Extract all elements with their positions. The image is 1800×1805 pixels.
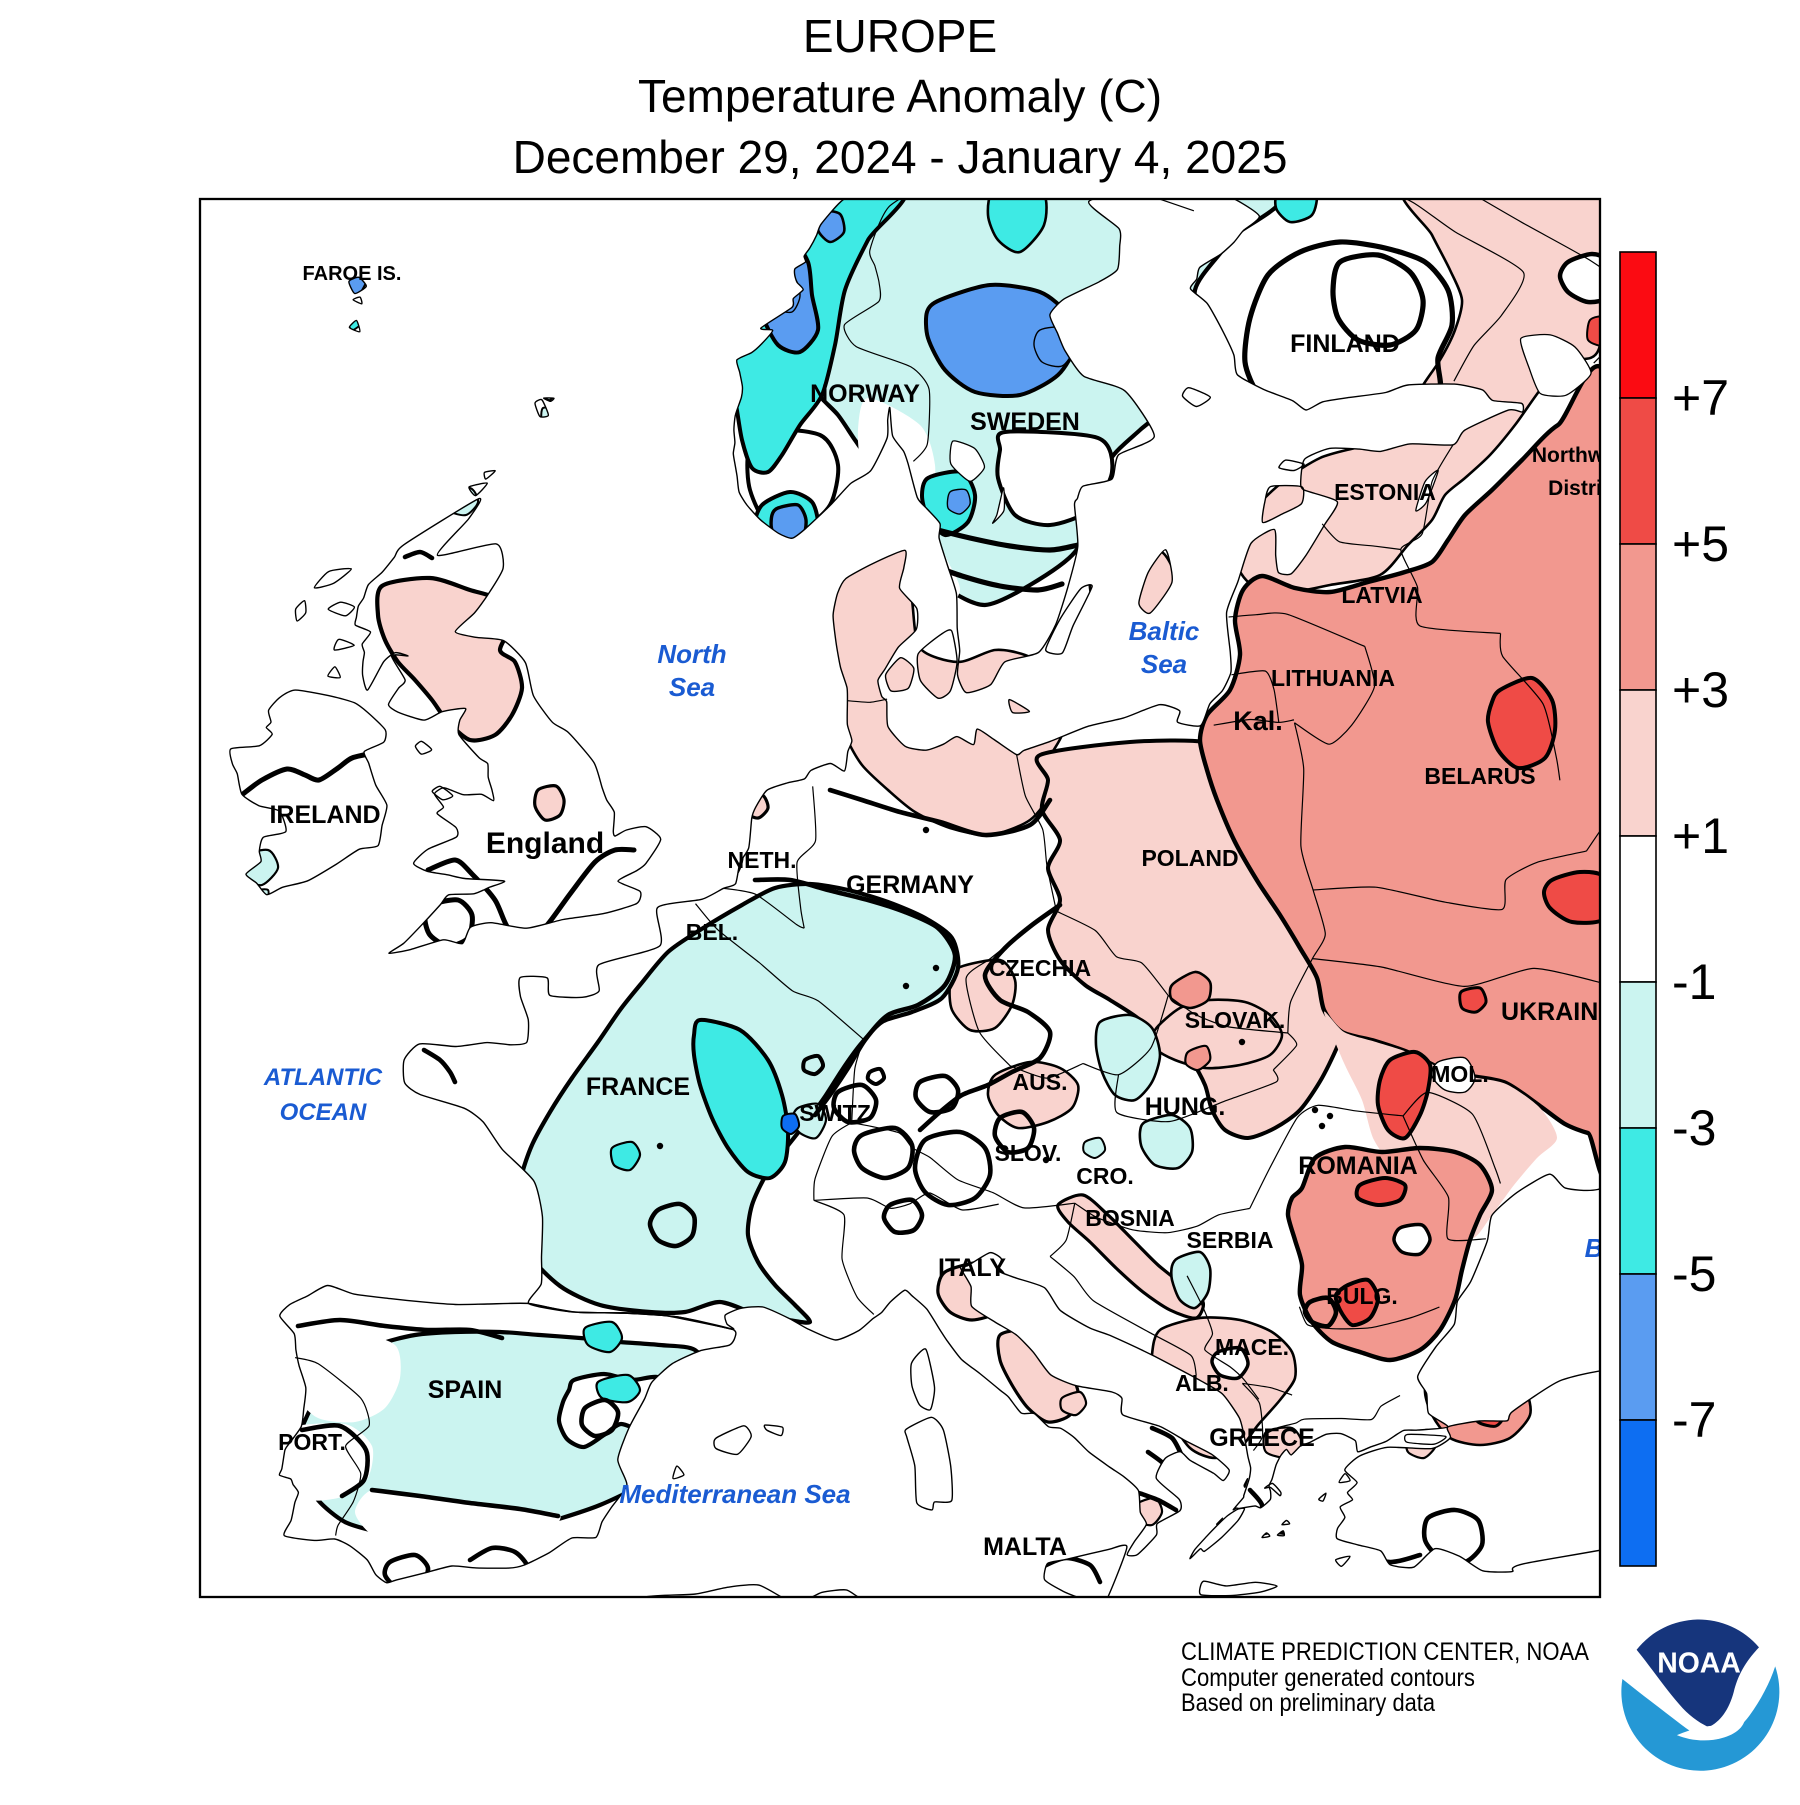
svg-text:SPAIN: SPAIN: [428, 1376, 503, 1404]
svg-text:Temperature Anomaly (C): Temperature Anomaly (C): [638, 70, 1162, 122]
svg-text:Based on preliminary data: Based on preliminary data: [1181, 1689, 1435, 1717]
svg-text:+5: +5: [1672, 516, 1729, 572]
svg-text:GERMANY: GERMANY: [846, 871, 974, 899]
svg-text:Mediterranean Sea: Mediterranean Sea: [619, 1479, 850, 1509]
svg-text:BELARUS: BELARUS: [1424, 763, 1535, 789]
svg-text:+7: +7: [1672, 370, 1729, 426]
svg-text:SWEDEN: SWEDEN: [970, 408, 1080, 436]
svg-text:IRELAND: IRELAND: [269, 801, 380, 829]
svg-text:Computer generated contours: Computer generated contours: [1181, 1664, 1475, 1692]
svg-text:CRO.: CRO.: [1076, 1163, 1134, 1189]
svg-text:Northw: Northw: [1532, 444, 1605, 467]
svg-text:POLAND: POLAND: [1141, 845, 1238, 871]
svg-text:-7: -7: [1672, 1392, 1716, 1448]
svg-text:ROMANIA: ROMANIA: [1298, 1152, 1417, 1180]
svg-text:Kal.: Kal.: [1233, 706, 1283, 736]
svg-text:MACE.: MACE.: [1215, 1334, 1289, 1360]
svg-text:FRANCE: FRANCE: [586, 1073, 690, 1101]
svg-text:ESTONIA: ESTONIA: [1334, 479, 1436, 505]
svg-text:GREECE: GREECE: [1209, 1424, 1315, 1452]
svg-text:ALB.: ALB.: [1175, 1370, 1229, 1396]
svg-text:BOSNIA: BOSNIA: [1085, 1205, 1174, 1231]
svg-text:LITHUANIA: LITHUANIA: [1271, 665, 1395, 691]
svg-text:FAROE IS.: FAROE IS.: [303, 263, 402, 285]
svg-text:LATVIA: LATVIA: [1341, 582, 1422, 608]
svg-text:OCEAN: OCEAN: [280, 1099, 367, 1126]
svg-text:SERBIA: SERBIA: [1187, 1227, 1274, 1253]
svg-text:England: England: [486, 827, 604, 860]
svg-text:CZECHIA: CZECHIA: [989, 955, 1091, 981]
svg-text:+1: +1: [1672, 808, 1729, 864]
svg-text:BEL.: BEL.: [686, 919, 738, 945]
svg-text:-5: -5: [1672, 1246, 1716, 1302]
svg-text:North: North: [657, 639, 726, 669]
svg-text:HUNG.: HUNG.: [1145, 1093, 1226, 1121]
svg-text:+3: +3: [1672, 662, 1729, 718]
svg-text:Sea: Sea: [669, 672, 715, 702]
svg-text:CLIMATE PREDICTION CENTER, NOA: CLIMATE PREDICTION CENTER, NOAA: [1181, 1638, 1589, 1666]
svg-text:NORWAY: NORWAY: [810, 380, 920, 408]
svg-text:PORT.: PORT.: [278, 1429, 346, 1455]
svg-text:MOL.: MOL.: [1431, 1061, 1489, 1087]
svg-text:AUS.: AUS.: [1013, 1069, 1068, 1095]
svg-text:Distri: Distri: [1548, 477, 1602, 500]
svg-text:UKRAINE: UKRAINE: [1501, 998, 1615, 1026]
svg-text:NOAA: NOAA: [1657, 1648, 1741, 1680]
svg-text:December 29, 2024 - January 4,: December 29, 2024 - January 4, 2025: [513, 131, 1288, 183]
svg-text:SWITZ: SWITZ: [799, 1100, 871, 1126]
svg-text:SLOV.: SLOV.: [995, 1140, 1062, 1166]
svg-text:FINLAND: FINLAND: [1290, 330, 1400, 358]
svg-text:NETH.: NETH.: [728, 847, 797, 873]
svg-text:SLOVAK.: SLOVAK.: [1185, 1007, 1286, 1033]
svg-text:Sea: Sea: [1141, 649, 1187, 679]
svg-text:Baltic: Baltic: [1129, 616, 1200, 646]
svg-text:-1: -1: [1672, 954, 1716, 1010]
svg-text:EUROPE: EUROPE: [803, 10, 997, 62]
svg-text:ITALY: ITALY: [938, 1254, 1006, 1282]
svg-text:BULG.: BULG.: [1326, 1283, 1398, 1309]
svg-text:-3: -3: [1672, 1100, 1716, 1156]
svg-text:B: B: [1585, 1233, 1604, 1263]
svg-text:ATLANTIC: ATLANTIC: [263, 1064, 383, 1091]
svg-text:MALTA: MALTA: [983, 1533, 1067, 1561]
